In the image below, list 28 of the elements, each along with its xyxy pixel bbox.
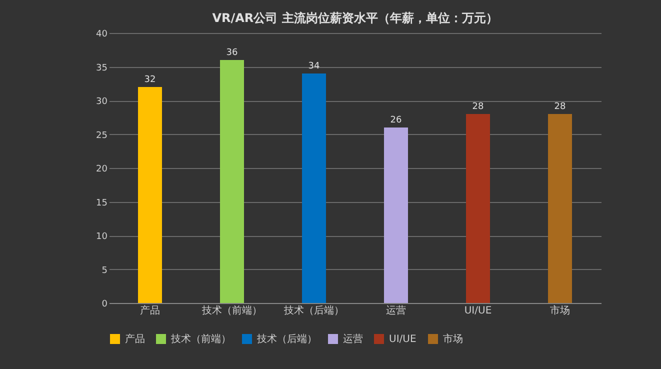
x-tick-label: 技术（后端） [283, 304, 344, 316]
x-tick-label: 技术（前端） [201, 304, 262, 316]
legend-label: 技术（前端） [170, 333, 231, 345]
data-label: 32 [144, 75, 156, 85]
legend-label: UI/UE [389, 334, 416, 345]
y-tick-label: 25 [96, 130, 108, 141]
y-tick-label: 0 [102, 300, 108, 310]
y-tick-label: 30 [96, 97, 108, 107]
x-tick-label: 产品 [140, 304, 160, 316]
y-tick-label: 35 [96, 63, 108, 74]
x-tick-label: 市场 [550, 304, 570, 316]
legend-label: 市场 [443, 333, 463, 345]
y-tick-label: 15 [96, 198, 108, 208]
y-tick-label: 10 [96, 232, 108, 242]
data-label: 34 [308, 62, 320, 72]
chart-title: VR/AR公司 主流岗位薪资水平（年薪，单位：万元） [212, 11, 498, 25]
legend-label: 技术（后端） [256, 333, 317, 345]
y-tick-label: 40 [96, 30, 108, 40]
data-label: 36 [226, 48, 238, 58]
y-tick-label: 20 [96, 164, 108, 174]
y-tick-label: 5 [102, 266, 108, 276]
legend-label: 运营 [343, 333, 363, 345]
data-label: 28 [472, 102, 484, 112]
data-label: 26 [390, 116, 402, 126]
x-tick-label: 运营 [386, 304, 406, 316]
x-tick-label: UI/UE [464, 306, 492, 316]
data-label: 28 [554, 102, 566, 112]
legend-label: 产品 [125, 333, 145, 345]
